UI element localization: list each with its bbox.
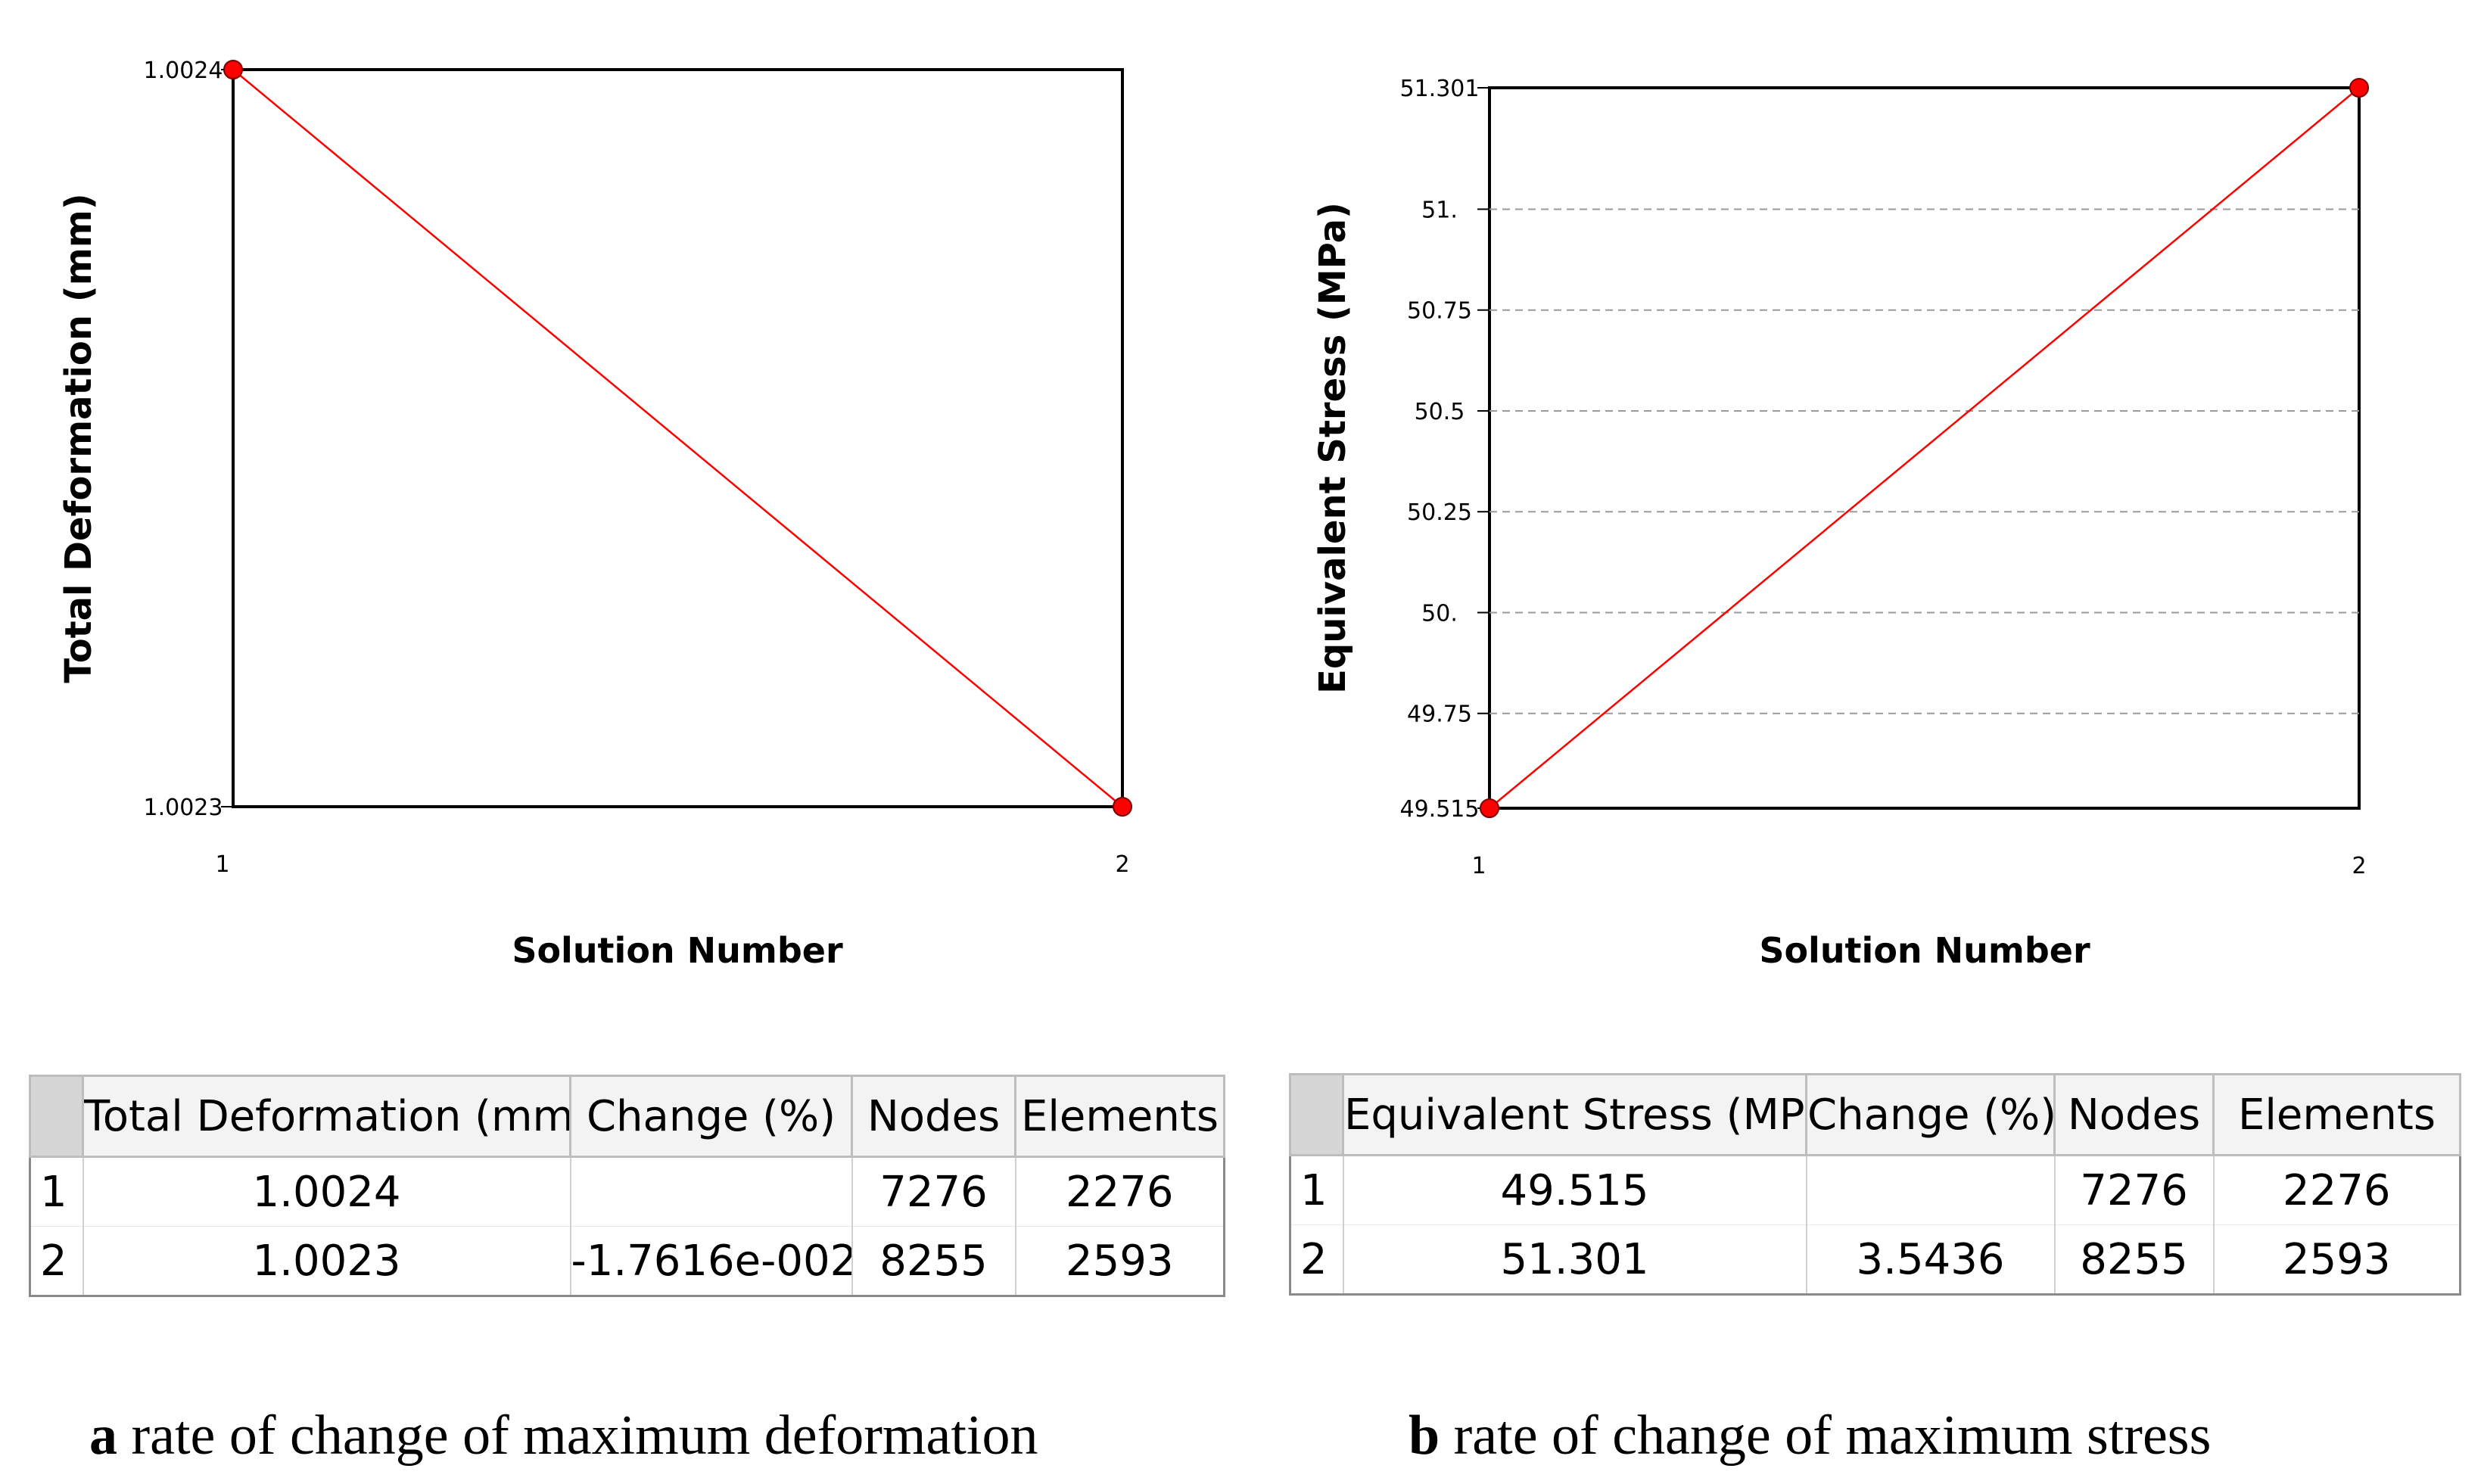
x-tick-label: 1 — [215, 851, 229, 878]
deformation-chart: 1.0024 1.0023 1 2 Total Deformation (mm) S… — [58, 58, 1132, 971]
y-tick-label: 50.25 — [1407, 499, 1472, 526]
table-cell: -1.7616e-002 — [569, 1226, 853, 1296]
y-tick-label: 49.515 — [1400, 796, 1480, 823]
corner-cell — [1289, 1073, 1344, 1156]
table-cell: 2276 — [1014, 1156, 1225, 1227]
row-number: 2 — [1289, 1224, 1344, 1295]
data-point — [223, 60, 243, 79]
y-tick-label: 50.75 — [1407, 298, 1472, 325]
stress-results-table: Equivalent Stress (MPa) Change (%) Nodes… — [1289, 1073, 2461, 1296]
y-tick-label: 51. — [1421, 197, 1458, 223]
column-header[interactable]: Change (%) — [1805, 1073, 2056, 1156]
table-cell: 8255 — [851, 1226, 1016, 1296]
column-header[interactable]: Elements — [1014, 1075, 1225, 1158]
x-axis-title: Solution Number — [512, 930, 843, 971]
column-header[interactable]: Total Deformation (mm) — [82, 1075, 571, 1158]
data-point — [1113, 797, 1132, 817]
row-number: 1 — [29, 1156, 84, 1227]
data-point — [2349, 78, 2369, 98]
plot-frame — [232, 68, 1124, 808]
row-number: 2 — [29, 1226, 84, 1296]
caption-text: rate of change of maximum deformation — [117, 1405, 1038, 1467]
plot-frame — [1488, 86, 2361, 810]
series-line — [1489, 87, 2360, 809]
column-header[interactable]: Nodes — [851, 1075, 1016, 1158]
table-row[interactable]: 2 1.0023 -1.7616e-002 8255 2593 — [29, 1226, 1225, 1296]
column-header[interactable]: Equivalent Stress (MPa) — [1342, 1073, 1807, 1156]
stress-chart: 51.301 51. 50.75 50.5 50.25 50. 49.75 49.515 1 2… — [1312, 76, 2369, 971]
deformation-results-table: Total Deformation (mm) Change (%) Nodes … — [29, 1075, 1225, 1297]
y-tick-label: 1.0024 — [144, 58, 223, 84]
table-cell: 8255 — [2053, 1224, 2215, 1295]
corner-cell — [29, 1075, 84, 1158]
table-row[interactable]: 1 49.515 7276 2276 — [1289, 1155, 2461, 1225]
table-cell — [569, 1156, 853, 1227]
table-header-row: Equivalent Stress (MPa) Change (%) Nodes… — [1289, 1073, 2461, 1156]
y-axis-title: Total Deformation (mm) — [58, 193, 100, 683]
y-tick-label: 50. — [1421, 600, 1458, 627]
y-tick-label: 50.5 — [1415, 399, 1465, 425]
caption-letter: b — [1409, 1405, 1440, 1467]
table-cell: 49.515 — [1342, 1155, 1807, 1225]
y-tick-label: 49.75 — [1407, 702, 1472, 728]
column-header[interactable]: Change (%) — [569, 1075, 853, 1158]
table-header-row: Total Deformation (mm) Change (%) Nodes … — [29, 1075, 1225, 1158]
column-header[interactable]: Nodes — [2053, 1073, 2215, 1156]
caption-b: b rate of change of maximum stress — [1409, 1404, 2211, 1468]
table-cell: 3.5436 — [1805, 1224, 2056, 1295]
column-header[interactable]: Elements — [2212, 1073, 2461, 1156]
table-cell: 1.0023 — [82, 1226, 571, 1296]
table-cell: 2593 — [2212, 1224, 2461, 1295]
x-tick-label: 2 — [1115, 851, 1129, 878]
data-point — [1480, 798, 1499, 818]
table-cell: 2593 — [1014, 1226, 1225, 1296]
table-cell: 7276 — [851, 1156, 1016, 1227]
row-number: 1 — [1289, 1155, 1344, 1225]
caption-a: a rate of change of maximum deformation — [89, 1404, 1038, 1468]
table-cell: 7276 — [2053, 1155, 2215, 1225]
y-tick-label: 51.301 — [1400, 76, 1480, 102]
series-line — [232, 69, 1123, 807]
table-cell: 1.0024 — [82, 1156, 571, 1227]
table-cell — [1805, 1155, 2056, 1225]
table-cell: 51.301 — [1342, 1224, 1807, 1295]
x-tick-label: 1 — [1471, 853, 1486, 879]
y-axis-title: Equivalent Stress (MPa) — [1312, 202, 1354, 694]
y-tick-label: 1.0023 — [144, 795, 223, 821]
x-axis-title: Solution Number — [1759, 930, 2090, 971]
caption-text: rate of change of maximum stress — [1440, 1405, 2212, 1467]
caption-letter: a — [89, 1405, 117, 1467]
table-cell: 2276 — [2212, 1155, 2461, 1225]
x-tick-label: 2 — [2352, 853, 2366, 879]
table-row[interactable]: 1 1.0024 7276 2276 — [29, 1156, 1225, 1227]
table-row[interactable]: 2 51.301 3.5436 8255 2593 — [1289, 1224, 2461, 1295]
